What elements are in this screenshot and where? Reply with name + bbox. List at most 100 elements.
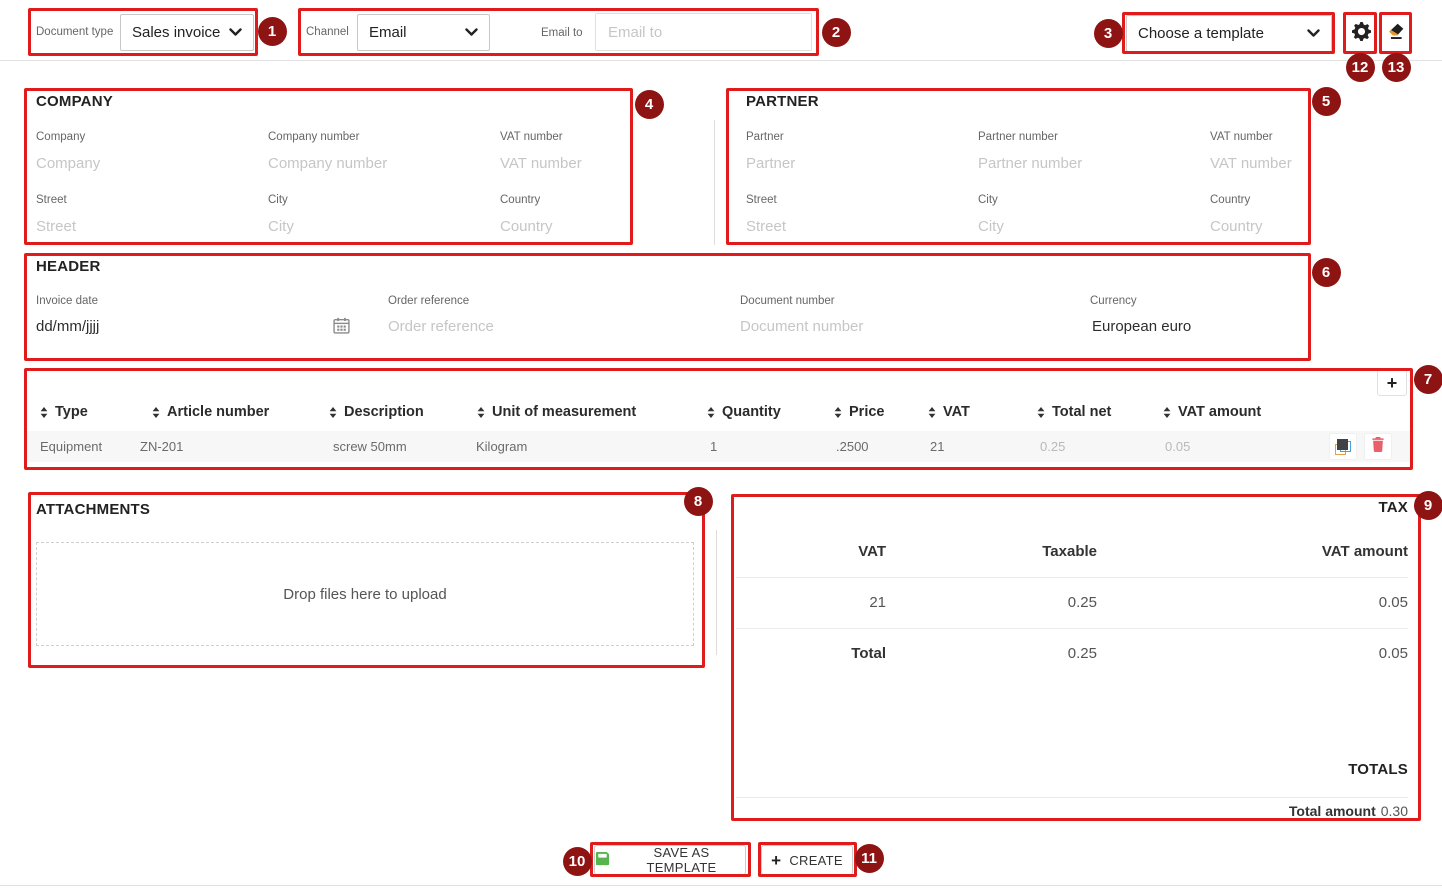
topbar-divider	[0, 60, 1442, 61]
eraser-icon	[1387, 22, 1405, 43]
template-select[interactable]: Choose a template	[1126, 15, 1332, 52]
chevron-down-icon	[465, 24, 478, 41]
cell-article-number[interactable]: ZN-201	[140, 439, 184, 454]
col-header-description[interactable]: Description	[329, 404, 424, 420]
save-as-template-button[interactable]: SAVE AS TEMPLATE	[594, 845, 746, 875]
country-input[interactable]: Country	[500, 218, 553, 235]
company-input[interactable]: Company	[36, 155, 101, 172]
sort-icon	[1163, 406, 1171, 418]
col-header-quantity[interactable]: Quantity	[707, 404, 781, 420]
total-amount-label: Total amount	[1288, 803, 1376, 819]
attachments-tax-divider	[716, 530, 717, 655]
annotation-badge-7: 7	[1413, 364, 1442, 394]
channel-label: Channel	[306, 26, 349, 38]
delete-row-button[interactable]	[1364, 433, 1392, 460]
street-input[interactable]: Street	[746, 218, 787, 235]
invoice-date-input[interactable]: dd/mm/jjjj	[36, 318, 100, 335]
sort-icon	[707, 406, 715, 418]
tax-col-vat-amount: VAT amount	[1321, 543, 1408, 560]
cell-type[interactable]: Equipment	[40, 439, 103, 454]
col-header-label: Price	[849, 404, 885, 420]
sort-icon	[152, 406, 160, 418]
company-field-label: Street	[36, 194, 67, 206]
cell-quantity[interactable]: 1	[710, 439, 718, 454]
cell-total-net: 0.25	[1040, 439, 1066, 454]
settings-button[interactable]	[1346, 17, 1376, 48]
tax-row-vat-amount: 0.05	[1378, 594, 1408, 611]
col-header-type[interactable]: Type	[40, 404, 88, 420]
file-dropzone[interactable]: Drop files here to upload	[36, 542, 694, 646]
attachments-title: ATTACHMENTS	[36, 501, 151, 518]
annotation-badge-6: 6	[1311, 257, 1341, 287]
tax-divider	[736, 577, 1408, 578]
partner-field-label: Partner number	[978, 131, 1058, 143]
annotation-badge-9: 9	[1413, 490, 1442, 520]
col-header-total-net[interactable]: Total net	[1037, 404, 1111, 420]
tax-col-taxable: Taxable	[1042, 543, 1097, 560]
col-header-label: Description	[344, 404, 424, 420]
partner-field-label: Street	[746, 194, 777, 206]
dropzone-text: Drop files here to upload	[283, 585, 447, 603]
gear-icon	[1351, 21, 1371, 44]
channel-select[interactable]: Email	[357, 14, 490, 51]
total-amount-value: 0.30	[1380, 803, 1408, 819]
col-header-label: Total net	[1052, 404, 1112, 420]
annotation-badge-8: 8	[683, 486, 713, 516]
cell-vat[interactable]: 21	[930, 439, 945, 454]
col-header-vat-amount[interactable]: VAT amount	[1163, 404, 1261, 420]
company-field-label: VAT number	[500, 131, 563, 143]
partner-field-label: VAT number	[1210, 131, 1273, 143]
annotation-badge-5: 5	[1311, 86, 1341, 116]
col-header-label: Type	[55, 404, 88, 420]
vat-number-input[interactable]: VAT number	[500, 155, 582, 172]
company-partner-divider	[714, 120, 715, 245]
partner-field-label: City	[978, 194, 998, 206]
order-reference-input[interactable]: Order reference	[388, 318, 494, 335]
currency-value[interactable]: European euro	[1092, 318, 1192, 335]
order-reference-label: Order reference	[388, 295, 470, 307]
calendar-icon[interactable]	[333, 317, 350, 339]
document-number-input[interactable]: Document number	[740, 318, 864, 335]
create-button[interactable]: + CREATE	[761, 845, 853, 875]
vat-number-input[interactable]: VAT number	[1210, 155, 1292, 172]
tax-row-vat: 21	[869, 594, 886, 611]
annotation-badge-11: 11	[854, 843, 884, 873]
document-type-label: Document type	[36, 26, 114, 38]
template-select-value: Choose a template	[1138, 25, 1264, 42]
cell-unit[interactable]: Kilogram	[476, 439, 528, 454]
save-as-template-label: SAVE AS TEMPLATE	[646, 845, 717, 875]
sort-icon	[329, 406, 337, 418]
header-section: HEADER Invoice date Order reference Docu…	[24, 253, 1311, 361]
col-header-price[interactable]: Price	[834, 404, 884, 420]
street-input[interactable]: Street	[36, 218, 77, 235]
totals-divider	[736, 797, 1408, 798]
email-to-label: Email to	[541, 27, 583, 39]
cell-price[interactable]: .2500	[836, 439, 869, 454]
col-header-label: Unit of measurement	[492, 404, 637, 420]
save-icon	[595, 851, 610, 869]
document-type-select[interactable]: Sales invoice	[120, 14, 254, 51]
partner-number-input[interactable]: Partner number	[978, 155, 1083, 172]
col-header-unit[interactable]: Unit of measurement	[477, 404, 636, 420]
chevron-down-icon	[1307, 25, 1320, 42]
country-input[interactable]: Country	[1210, 218, 1263, 235]
add-row-button[interactable]: +	[1377, 369, 1407, 396]
company-field-label: Company	[36, 131, 86, 143]
city-input[interactable]: City	[268, 218, 294, 235]
col-header-vat[interactable]: VAT	[928, 404, 970, 420]
header-title: HEADER	[36, 258, 101, 275]
tax-title: TAX	[1378, 499, 1408, 516]
partner-input[interactable]: Partner	[746, 155, 796, 172]
city-input[interactable]: City	[978, 218, 1004, 235]
duplicate-row-button[interactable]	[1329, 433, 1357, 460]
clear-form-button[interactable]	[1381, 17, 1410, 48]
col-header-article-number[interactable]: Article number	[152, 404, 269, 420]
company-number-input[interactable]: Company number	[268, 155, 388, 172]
total-amount-row: Total amount 0.30	[1108, 803, 1408, 819]
company-title: COMPANY	[36, 93, 113, 110]
email-to-placeholder: Email to	[608, 23, 663, 41]
document-number-label: Document number	[740, 295, 835, 307]
col-header-label: VAT amount	[1178, 404, 1262, 420]
cell-description[interactable]: screw 50mm	[333, 439, 407, 454]
email-to-input[interactable]: Email to	[595, 13, 812, 51]
